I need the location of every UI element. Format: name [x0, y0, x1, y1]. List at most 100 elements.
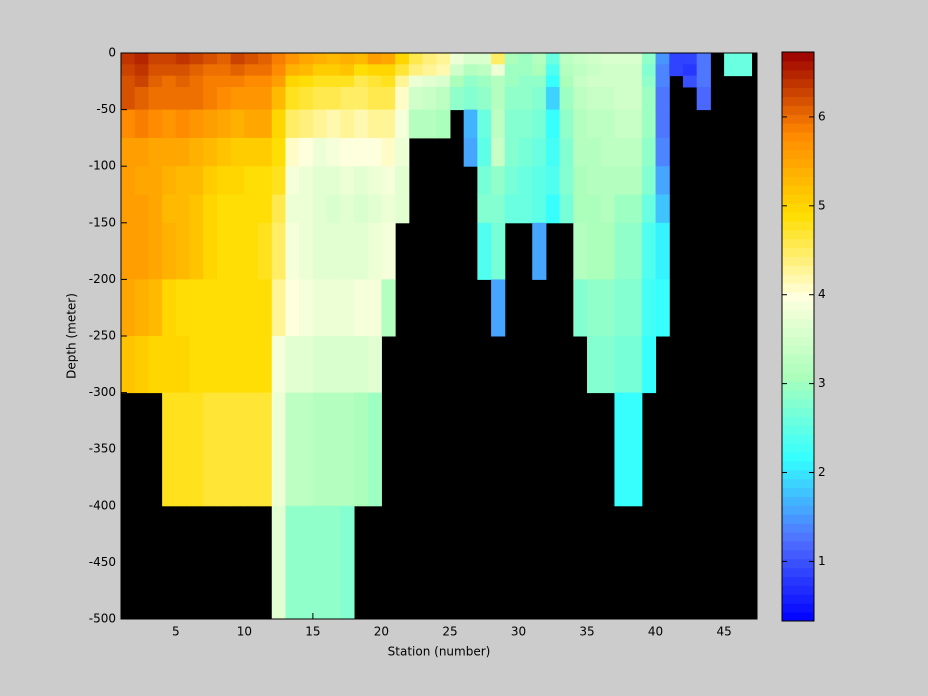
heat-cell: [326, 166, 341, 195]
heat-cell: [189, 392, 204, 507]
heat-cell: [134, 222, 149, 280]
heat-cell: [203, 75, 218, 88]
heat-cell: [189, 109, 204, 139]
heat-cell: [271, 75, 286, 88]
heat-cell: [532, 137, 547, 167]
colorbar-tick-label: 6: [818, 109, 826, 123]
heat-cell: [326, 279, 341, 337]
heat-cell: [326, 194, 341, 224]
colorbar-step: [782, 496, 814, 506]
heat-cell: [271, 53, 286, 65]
heat-cell: [655, 137, 670, 167]
heat-cell: [148, 336, 163, 394]
y-tick-label: -50: [96, 102, 116, 116]
heat-cell: [148, 86, 163, 111]
heat-cell: [230, 137, 245, 167]
heat-cell: [340, 505, 355, 620]
y-tick-label: -150: [89, 215, 116, 229]
heat-cell: [600, 194, 615, 224]
heat-cell: [395, 75, 410, 88]
heat-cell: [559, 166, 574, 195]
heat-cell: [312, 392, 328, 507]
heat-cell: [354, 194, 369, 224]
heat-cell: [614, 336, 629, 394]
heat-cell: [518, 166, 533, 195]
heat-cell: [299, 505, 314, 620]
colorbar-step: [782, 78, 814, 89]
heat-cell: [340, 64, 355, 77]
heat-cell: [504, 86, 519, 111]
heat-cell: [504, 64, 519, 77]
heat-cell: [532, 194, 547, 224]
heat-cell: [422, 86, 437, 111]
heat-cell: [121, 109, 136, 139]
heat-cell: [312, 222, 328, 280]
heat-cell: [600, 279, 615, 337]
heat-cell: [641, 166, 657, 195]
heat-cell: [271, 194, 286, 224]
heat-cell: [354, 75, 369, 88]
colorbar-step: [782, 336, 814, 346]
heat-cell: [121, 279, 136, 337]
heat-cell: [175, 336, 191, 394]
heat-cell: [614, 166, 629, 195]
heat-cell: [189, 75, 204, 88]
heat-cell: [285, 86, 300, 111]
heat-cell: [600, 86, 615, 111]
heat-cell: [367, 64, 382, 77]
heat-cell: [244, 109, 259, 139]
heat-cell: [271, 64, 286, 77]
heat-cell: [587, 53, 602, 65]
colorbar-step: [782, 96, 814, 106]
heat-cell: [367, 53, 382, 65]
heat-cell: [148, 137, 163, 167]
heat-cell: [354, 109, 369, 139]
heat-cell: [422, 53, 437, 65]
heat-cell: [175, 64, 191, 77]
heat-cell: [354, 336, 369, 394]
heat-cell: [655, 194, 670, 224]
heat-cell: [230, 64, 245, 77]
heat-cell: [641, 279, 657, 337]
colorbar-step: [782, 283, 814, 293]
colorbar-step: [782, 505, 814, 515]
heat-cell: [189, 279, 204, 337]
colorbar-tick-label: 5: [818, 198, 826, 212]
heat-cell: [121, 222, 136, 280]
heat-cell: [299, 392, 314, 507]
colorbar-step: [782, 478, 814, 489]
heat-cell: [299, 137, 314, 167]
heat-cell: [518, 137, 533, 167]
colorbar-step: [782, 132, 814, 142]
heat-cell: [326, 392, 341, 507]
colorbar-step: [782, 203, 814, 213]
heat-cell: [299, 279, 314, 337]
heat-cell: [121, 64, 136, 77]
heat-cell: [573, 109, 588, 139]
colorbar-step: [782, 212, 814, 222]
colorbar-step: [782, 167, 814, 177]
heat-cell: [121, 75, 136, 88]
colorbar-step: [782, 158, 814, 169]
heat-cell: [587, 109, 602, 139]
heat-cell: [216, 75, 232, 88]
heat-cell: [121, 194, 136, 224]
heat-cell: [326, 53, 341, 65]
heat-cell: [121, 137, 136, 167]
heat-cell: [477, 75, 492, 88]
heat-cell: [312, 109, 328, 139]
colorbar-step: [782, 594, 814, 604]
heat-cell: [696, 86, 711, 111]
heat-cell: [244, 336, 259, 394]
heat-cell: [216, 166, 232, 195]
heat-cell: [477, 86, 492, 111]
heat-cell: [258, 166, 273, 195]
heat-cell: [203, 166, 218, 195]
heat-cell: [121, 53, 136, 65]
y-tick-label: -300: [89, 385, 116, 399]
heat-cell: [271, 505, 286, 620]
heat-cell: [244, 75, 259, 88]
colorbar-step: [782, 487, 814, 498]
y-tick-label: 0: [108, 46, 116, 60]
heat-cell: [189, 166, 204, 195]
